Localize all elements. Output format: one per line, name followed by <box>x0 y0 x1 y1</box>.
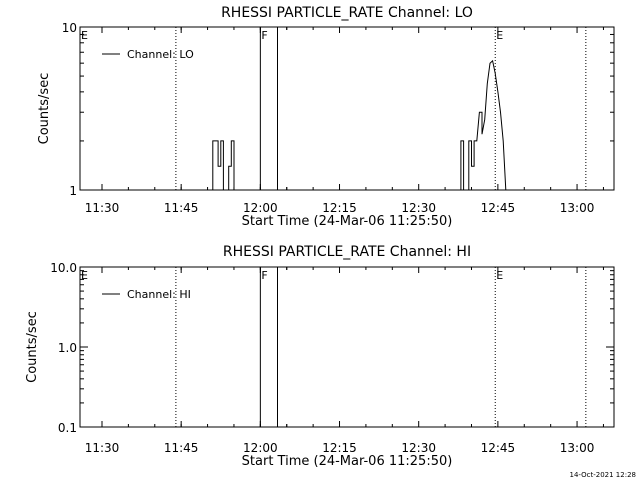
panel2-x-tick-label: 12:00 <box>243 441 278 455</box>
panel2-event-marker-label: E <box>81 269 88 282</box>
panel1-legend-label: Channel: LO <box>127 48 194 61</box>
panel2-event-marker-label: F <box>261 269 267 282</box>
panel2-x-tick-label: 11:30 <box>85 441 120 455</box>
panel2-x-tick-label: 11:45 <box>164 441 199 455</box>
panel2-y-tick-label: 10.0 <box>50 261 77 275</box>
panel2-y-axis-label: Counts/sec <box>25 311 40 383</box>
panel2-chart-title: RHESSI PARTICLE_RATE Channel: HI <box>223 244 471 260</box>
panel1-x-axis-label: Start Time (24-Mar-06 11:25:50) <box>242 214 453 229</box>
panel1-series-line <box>212 59 507 191</box>
timestamp: 14-Oct-2021 12:28 <box>569 471 636 479</box>
panel1-x-tick-label: 12:30 <box>401 201 436 215</box>
panel2-event-marker-label: E <box>496 269 503 282</box>
panel2-x-tick-label: 12:15 <box>322 441 357 455</box>
panel2-y-tick-label: 0.1 <box>58 421 77 435</box>
panel1-x-tick-label: 11:45 <box>164 201 199 215</box>
panel1-event-marker-label: E <box>496 29 503 42</box>
panel1-y-axis-label: Counts/sec <box>37 73 52 145</box>
panel2-x-tick-label: 12:45 <box>481 441 516 455</box>
panel2-x-tick-label: 12:30 <box>401 441 436 455</box>
panel1-event-marker-label: E <box>81 29 88 42</box>
panel2-x-axis-label: Start Time (24-Mar-06 11:25:50) <box>242 454 453 469</box>
panel1-x-tick-label: 12:00 <box>243 201 278 215</box>
panel1-event-marker-label: F <box>261 29 267 42</box>
panel2-x-tick-label: 13:00 <box>560 441 595 455</box>
panel1-x-tick-label: 13:00 <box>560 201 595 215</box>
panel1-x-tick-label: 12:45 <box>481 201 516 215</box>
panel2-y-tick-label: 1.0 <box>58 341 77 355</box>
panel2-legend-label: Channel: HI <box>127 288 191 301</box>
panel1-x-tick-label: 11:30 <box>85 201 120 215</box>
panel1-y-tick-label: 1 <box>69 184 77 198</box>
panel1-x-tick-label: 12:15 <box>322 201 357 215</box>
panel1-chart-title: RHESSI PARTICLE_RATE Channel: LO <box>221 5 473 21</box>
panel1-y-tick-label: 10 <box>62 21 77 35</box>
